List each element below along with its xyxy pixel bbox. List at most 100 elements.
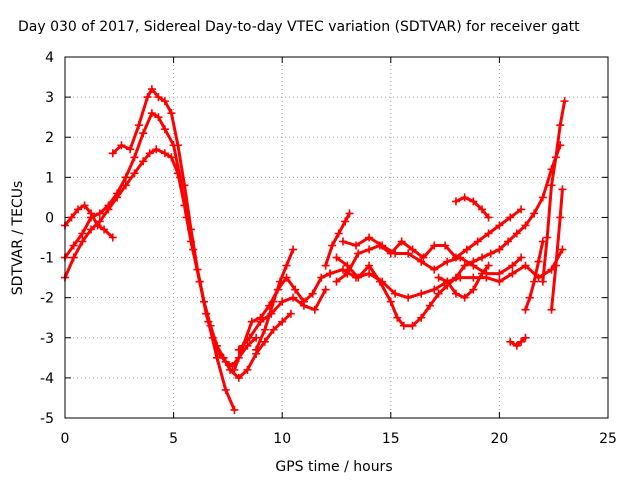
data-point [547, 305, 556, 314]
data-point [417, 313, 426, 322]
data-point [508, 261, 517, 270]
data-point [462, 245, 471, 254]
data-point [460, 193, 469, 202]
data-point [393, 313, 402, 322]
x-axis-label: GPS time / hours [275, 459, 392, 475]
data-point [484, 261, 493, 270]
data-point [69, 241, 78, 250]
data-point [397, 237, 406, 246]
data-point [495, 269, 504, 278]
data-point [113, 189, 122, 198]
data-point [160, 125, 169, 134]
data-point [517, 253, 526, 262]
series-12 [434, 261, 493, 302]
data-point [126, 145, 135, 154]
data-point [200, 297, 209, 306]
y-axis-label: SDTVAR / TECUs [10, 181, 26, 296]
data-point [451, 289, 460, 298]
data-point [525, 293, 534, 302]
data-point [260, 325, 269, 334]
data-point [276, 277, 285, 286]
data-point [408, 245, 417, 254]
data-point [345, 209, 354, 218]
data-point [451, 273, 460, 282]
data-point [354, 249, 363, 258]
data-point [547, 181, 556, 190]
data-point [117, 141, 126, 150]
data-point [154, 93, 163, 102]
y-tick-label: 0 [45, 210, 54, 226]
x-tick-label: 10 [273, 431, 291, 447]
series-line [254, 248, 295, 352]
data-point [139, 157, 148, 166]
data-point [365, 269, 374, 278]
data-point [365, 261, 374, 270]
data-point [186, 225, 195, 234]
data-point [260, 337, 269, 346]
data-point [443, 277, 452, 286]
data-point [143, 93, 152, 102]
data-point [256, 313, 265, 322]
data-point [556, 121, 565, 130]
data-point [193, 265, 202, 274]
data-point [478, 253, 487, 262]
data-point [100, 225, 109, 234]
data-point [269, 325, 278, 334]
data-point [78, 237, 87, 246]
data-series [61, 85, 569, 414]
data-point [556, 213, 565, 222]
x-tick-label: 5 [169, 431, 178, 447]
data-point [80, 201, 89, 210]
series-1 [61, 145, 239, 414]
data-point [341, 217, 350, 226]
series-line [328, 248, 564, 300]
data-point [332, 277, 341, 286]
data-point [508, 269, 517, 278]
data-point [434, 273, 443, 282]
series-line [232, 272, 332, 372]
series-4 [234, 285, 330, 354]
data-point [558, 185, 567, 194]
data-point [289, 245, 298, 254]
data-point [213, 341, 222, 350]
x-tick-label: 25 [599, 431, 617, 447]
data-point [339, 265, 348, 274]
chart-title: Day 030 of 2017, Sidereal Day-to-day VTE… [18, 19, 580, 35]
y-tick-label: 4 [45, 50, 54, 66]
data-point [247, 317, 256, 326]
data-point [530, 209, 539, 218]
data-point [160, 149, 169, 158]
data-point [391, 249, 400, 258]
series-line [63, 147, 236, 412]
data-point [154, 113, 163, 122]
data-point [495, 277, 504, 286]
data-point [130, 169, 139, 178]
data-point [506, 213, 515, 222]
data-point [460, 293, 469, 302]
data-point [221, 385, 230, 394]
data-point [332, 253, 341, 262]
data-point [538, 193, 547, 202]
data-point [252, 345, 261, 354]
data-point [469, 285, 478, 294]
data-point [430, 241, 439, 250]
data-point [365, 245, 374, 254]
series-16 [538, 97, 569, 286]
data-point [484, 229, 493, 238]
data-point [104, 201, 113, 210]
series-11 [339, 233, 526, 278]
data-point [343, 269, 352, 278]
data-point [495, 221, 504, 230]
y-tick-label: 3 [45, 90, 54, 106]
data-point [473, 237, 482, 246]
data-point [219, 353, 228, 362]
data-point [521, 333, 530, 342]
data-point [95, 209, 104, 218]
y-tick-label: -1 [40, 251, 54, 267]
series-9 [332, 141, 565, 330]
data-point [534, 257, 543, 266]
data-point [425, 301, 434, 310]
data-point [354, 273, 363, 282]
data-point [74, 205, 83, 214]
data-point [417, 289, 426, 298]
